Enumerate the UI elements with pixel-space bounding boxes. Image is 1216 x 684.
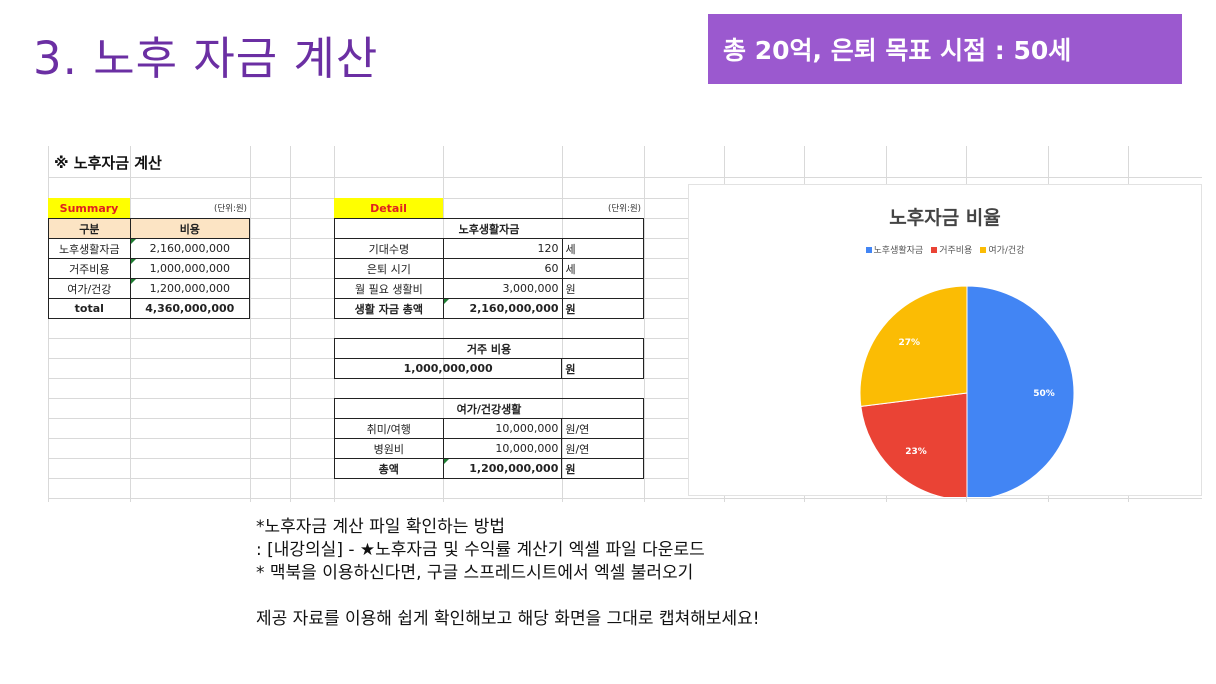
- legend-label: 거주비용: [939, 246, 973, 256]
- table-row: 취미/여행 10,000,000 원/연: [334, 418, 644, 439]
- leisure-value: 10,000,000: [442, 418, 563, 439]
- summary-header-cost: 비용: [129, 218, 251, 239]
- pie-slice-2: [859, 285, 968, 407]
- housing-value: 1,000,000,000: [333, 358, 563, 379]
- leisure-value: 10,000,000: [442, 438, 563, 459]
- living-value: 3,000,000: [442, 278, 563, 299]
- leisure-table: 여가/건강생활 취미/여행 10,000,000 원/연 병원비 10,000,…: [334, 398, 644, 479]
- summary-table: Summary (단위:원): [48, 198, 250, 218]
- pie-slice-0: [966, 285, 1075, 497]
- sheet-heading: ※ 노후자금 계산: [54, 154, 162, 172]
- living-unit: 세: [561, 238, 645, 259]
- leisure-total-label: 총액: [334, 458, 444, 479]
- legend-label: 노후생활자금: [873, 246, 924, 256]
- table-row: 1,000,000,000 원: [333, 358, 644, 379]
- legend-swatch: [931, 246, 938, 253]
- leisure-label: 병원비: [334, 438, 444, 459]
- leisure-label: 취미/여행: [334, 418, 444, 439]
- living-title: 노후생활자금: [334, 218, 644, 239]
- legend-label: 여가/건강: [988, 246, 1025, 256]
- leisure-title: 여가/건강생활: [334, 398, 644, 419]
- leisure-unit: 원/연: [561, 438, 644, 459]
- note-line: * 맥북을 이용하신다면, 구글 스프레드시트에서 엑셀 불러오기: [256, 563, 694, 583]
- summary-value: 1,200,000,000: [129, 278, 251, 299]
- pie-plot: 50% 23% 27%: [859, 285, 1075, 497]
- legend-item: 노후생활자금: [865, 243, 924, 256]
- detail-unit: (단위:원): [608, 204, 641, 214]
- housing-unit: 원: [561, 358, 644, 379]
- table-row: 거주비용 1,000,000,000: [48, 258, 251, 279]
- slide-title: 3. 노후 자금 계산: [33, 32, 379, 85]
- detail-tag: Detail: [334, 198, 443, 218]
- summary-body: 구분 비용 노후생활자금 2,160,000,000 거주비용 1,000,00…: [48, 218, 251, 319]
- legend-swatch: [865, 246, 872, 253]
- legend-item: 거주비용: [931, 243, 972, 256]
- note-line: *노후자금 계산 파일 확인하는 방법: [256, 517, 506, 537]
- living-value: 60: [442, 258, 563, 279]
- summary-label: 여가/건강: [48, 278, 131, 299]
- living-label: 월 필요 생활비: [334, 278, 444, 299]
- table-row: 월 필요 생활비 3,000,000 원: [334, 278, 645, 299]
- living-unit: 세: [561, 258, 645, 279]
- summary-total-label: total: [48, 298, 131, 319]
- leisure-total-unit: 원: [561, 458, 644, 479]
- pie-label-2: 27%: [898, 338, 920, 348]
- summary-value: 2,160,000,000: [129, 238, 251, 259]
- summary-unit: (단위:원): [214, 204, 247, 214]
- housing-table: 거주 비용 1,000,000,000 원: [333, 338, 644, 379]
- living-total-label: 생활 자금 총액: [334, 298, 444, 319]
- table-row: total 4,360,000,000: [48, 298, 251, 319]
- pie-chart: 노후자금 비율 노후생활자금 거주비용 여가/건강 50% 23% 27%: [688, 184, 1202, 497]
- summary-label: 노후생활자금: [48, 238, 131, 259]
- summary-header-category: 구분: [48, 218, 131, 239]
- living-value: 120: [442, 238, 563, 259]
- legend-swatch: [980, 246, 987, 253]
- table-row: 여가/건강 1,200,000,000: [48, 278, 251, 299]
- note-line: : [내강의실] - ★노후자금 및 수익률 계산기 엑셀 파일 다운로드: [256, 540, 705, 560]
- table-row: 생활 자금 총액 2,160,000,000 원: [334, 298, 645, 319]
- living-table: 노후생활자금 기대수명 120 세 은퇴 시기 60 세 월 필요 생활비 3,…: [334, 218, 645, 319]
- living-total-value: 2,160,000,000: [442, 298, 563, 319]
- detail-tag-row: Detail (단위:원): [334, 198, 644, 218]
- table-row: 노후생활자금 2,160,000,000: [48, 238, 251, 259]
- goal-badge: 총 20억, 은퇴 목표 시점 : 50세: [708, 14, 1182, 84]
- table-row: 은퇴 시기 60 세: [334, 258, 645, 279]
- note-line: 제공 자료를 이용해 쉽게 확인해보고 해당 화면을 그대로 캡쳐해보세요!: [256, 609, 760, 629]
- summary-total-value: 4,360,000,000: [129, 298, 251, 319]
- pie-label-1: 23%: [905, 447, 927, 457]
- instruction-notes: *노후자금 계산 파일 확인하는 방법 : [내강의실] - ★노후자금 및 수…: [256, 516, 760, 631]
- leisure-total-value: 1,200,000,000: [442, 458, 563, 479]
- table-row: 기대수명 120 세: [334, 238, 645, 259]
- table-row: 병원비 10,000,000 원/연: [334, 438, 644, 459]
- pie-slice-1: [860, 392, 968, 497]
- living-label: 은퇴 시기: [334, 258, 444, 279]
- summary-tag: Summary: [48, 198, 130, 218]
- living-unit: 원: [561, 278, 645, 299]
- summary-value: 1,000,000,000: [129, 258, 251, 279]
- chart-legend: 노후생활자금 거주비용 여가/건강: [689, 243, 1201, 256]
- table-row: 총액 1,200,000,000 원: [334, 458, 644, 479]
- leisure-unit: 원/연: [561, 418, 644, 439]
- pie-label-0: 50%: [1033, 389, 1055, 399]
- legend-item: 여가/건강: [980, 243, 1024, 256]
- living-total-unit: 원: [561, 298, 645, 319]
- summary-label: 거주비용: [48, 258, 131, 279]
- chart-title: 노후자금 비율: [889, 207, 1001, 229]
- housing-title: 거주 비용: [334, 338, 644, 359]
- living-label: 기대수명: [334, 238, 444, 259]
